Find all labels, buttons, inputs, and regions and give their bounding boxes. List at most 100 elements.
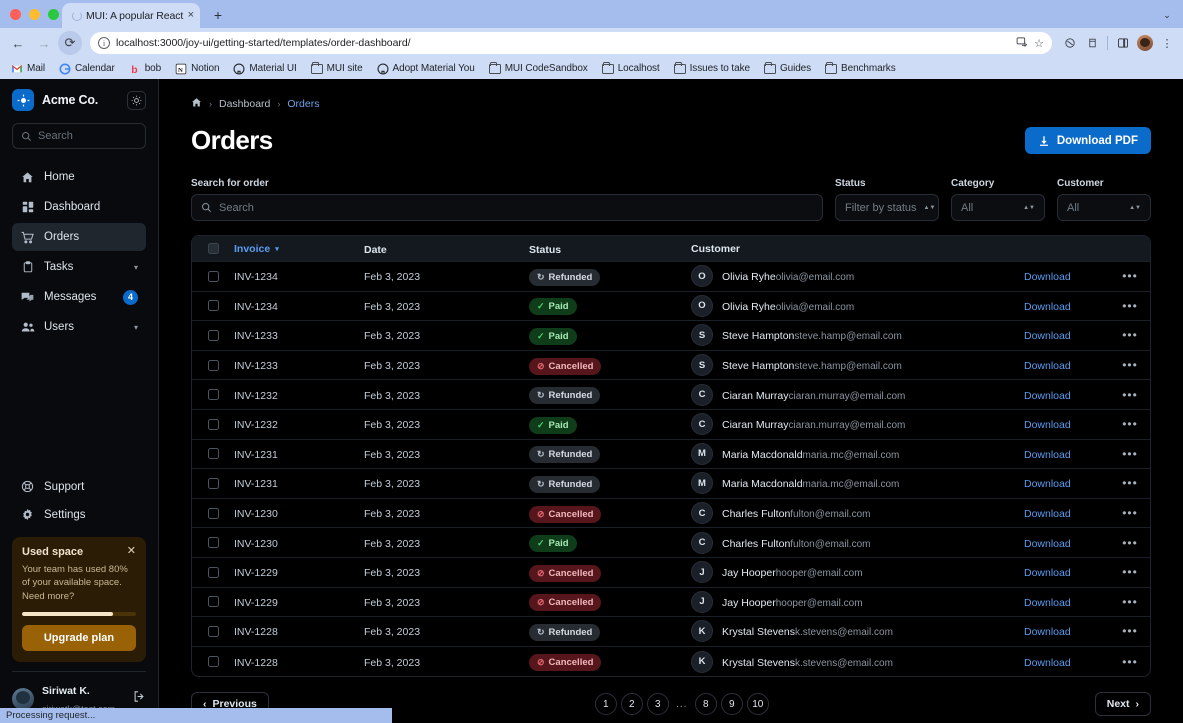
profile-avatar[interactable] (1135, 33, 1155, 53)
back-button[interactable]: ← (11, 35, 25, 51)
download-link[interactable]: Download (1024, 596, 1071, 609)
row-checkbox-cell[interactable] (192, 537, 234, 549)
bookmark-bob[interactable]: b bob (122, 63, 168, 75)
table-row[interactable]: INV-1232 Feb 3, 2023 ↻ Refunded C Ciaran Murr… (192, 380, 1150, 410)
row-checkbox-cell[interactable] (192, 418, 234, 430)
row-more-menu-icon[interactable]: ••• (1122, 594, 1138, 609)
sidebar-item-messages[interactable]: Messages 4 (12, 283, 146, 311)
row-checkbox[interactable] (207, 596, 219, 608)
download-link[interactable]: Download (1024, 330, 1071, 343)
category-filter-select[interactable]: All ▲▼ (951, 194, 1045, 221)
row-checkbox-cell[interactable] (192, 389, 234, 401)
column-header-customer[interactable]: Customer (691, 242, 741, 255)
upgrade-plan-button[interactable]: Upgrade plan (22, 625, 136, 651)
split-view-icon[interactable] (1113, 33, 1133, 53)
column-header-status[interactable]: Status (529, 243, 562, 256)
maximize-window-button[interactable] (48, 9, 59, 20)
table-row[interactable]: INV-1228 Feb 3, 2023 ⊘ Cancelled K Krystal St… (192, 647, 1150, 677)
row-more-menu-icon[interactable]: ••• (1122, 624, 1138, 639)
bookmark-material-ui[interactable]: Material UI (226, 62, 303, 75)
bookmark-notion[interactable]: N Notion (168, 63, 226, 75)
close-window-button[interactable] (10, 9, 21, 20)
row-checkbox-cell[interactable] (192, 359, 234, 371)
row-more-menu-icon[interactable]: ••• (1122, 506, 1138, 521)
table-row[interactable]: INV-1231 Feb 3, 2023 ↻ Refunded M Maria Macdo… (192, 469, 1150, 499)
row-checkbox[interactable] (207, 537, 219, 549)
sidebar-item-settings[interactable]: Settings (12, 501, 146, 529)
row-more-menu-icon[interactable]: ••• (1122, 358, 1138, 373)
row-checkbox[interactable] (207, 418, 219, 430)
bookmark-localhost[interactable]: Localhost (595, 61, 667, 74)
new-tab-button[interactable]: + (213, 7, 223, 23)
minimize-window-button[interactable] (29, 9, 40, 20)
table-row[interactable]: INV-1234 Feb 3, 2023 ✓ Paid O Olivia Ryheoliv… (192, 292, 1150, 322)
page-number-1[interactable]: 1 (594, 693, 617, 716)
row-more-menu-icon[interactable]: ••• (1122, 446, 1138, 461)
download-link[interactable]: Download (1024, 419, 1071, 432)
bookmark-mui-site[interactable]: MUI site (304, 61, 370, 74)
address-bar[interactable]: i localhost:3000/joy-ui/getting-started/… (90, 32, 1052, 54)
status-filter-select[interactable]: Filter by status ▲▼ (835, 194, 939, 221)
row-more-menu-icon[interactable]: ••• (1122, 565, 1138, 580)
download-link[interactable]: Download (1024, 478, 1071, 491)
column-header-invoice[interactable]: Invoice ▾ (234, 242, 279, 255)
window-controls[interactable] (10, 9, 59, 20)
row-checkbox[interactable] (207, 329, 219, 341)
table-row[interactable]: INV-1229 Feb 3, 2023 ⊘ Cancelled J Jay Hooper… (192, 558, 1150, 588)
table-row[interactable]: INV-1229 Feb 3, 2023 ⊘ Cancelled J Jay Hooper… (192, 588, 1150, 618)
sidebar-item-tasks[interactable]: Tasks ▾ (12, 253, 146, 281)
table-row[interactable]: INV-1230 Feb 3, 2023 ⊘ Cancelled C Charles Fu… (192, 499, 1150, 529)
chevron-down-icon[interactable]: ▾ (133, 322, 138, 332)
bookmark-star-icon[interactable]: ☆ (1034, 37, 1044, 50)
row-more-menu-icon[interactable]: ••• (1122, 269, 1138, 284)
install-app-icon[interactable] (1016, 36, 1028, 51)
sidebar-item-orders[interactable]: Orders (12, 223, 146, 251)
forward-button[interactable]: → (37, 35, 51, 51)
breadcrumb-home-icon[interactable] (191, 95, 202, 113)
breadcrumb-item-dashboard[interactable]: Dashboard (219, 98, 271, 110)
select-all-checkbox[interactable] (207, 243, 219, 254)
download-pdf-button[interactable]: Download PDF (1024, 127, 1151, 154)
bookmark-mail[interactable]: Mail (4, 63, 52, 75)
sidebar-item-home[interactable]: Home (12, 163, 146, 191)
row-checkbox[interactable] (207, 448, 219, 460)
shield-icon[interactable] (1060, 33, 1080, 53)
row-checkbox-cell[interactable] (192, 448, 234, 460)
page-number-2[interactable]: 2 (620, 693, 643, 716)
select-all-checkbox-cell[interactable] (192, 243, 234, 254)
page-number-3[interactable]: 3 (646, 693, 669, 716)
row-checkbox-cell[interactable] (192, 300, 234, 312)
row-checkbox-cell[interactable] (192, 270, 234, 282)
row-more-menu-icon[interactable]: ••• (1122, 298, 1138, 313)
page-number-9[interactable]: 9 (720, 693, 743, 716)
search-input[interactable]: Search (191, 194, 823, 221)
sidebar-item-dashboard[interactable]: Dashboard (12, 193, 146, 221)
row-checkbox[interactable] (207, 270, 219, 282)
table-row[interactable]: INV-1233 Feb 3, 2023 ✓ Paid S Steve Hamptonst… (192, 321, 1150, 351)
sidebar-item-users[interactable]: Users ▾ (12, 313, 146, 341)
tab-close-icon[interactable]: × (187, 9, 194, 21)
row-checkbox-cell[interactable] (192, 596, 234, 608)
table-row[interactable]: INV-1232 Feb 3, 2023 ✓ Paid C Ciaran Murrayci… (192, 410, 1150, 440)
row-checkbox[interactable] (207, 625, 219, 637)
row-checkbox[interactable] (207, 389, 219, 401)
browser-tab[interactable]: MUI: A popular React UI fram × (62, 3, 200, 28)
page-number-10[interactable]: 10 (746, 693, 769, 716)
row-checkbox[interactable] (207, 507, 219, 519)
download-link[interactable]: Download (1024, 656, 1071, 669)
site-info-icon[interactable]: i (98, 37, 110, 49)
bookmark-calendar[interactable]: Calendar (52, 62, 122, 75)
row-checkbox-cell[interactable] (192, 566, 234, 578)
row-checkbox-cell[interactable] (192, 329, 234, 341)
bookmark-adopt-material-you[interactable]: Adopt Material You (370, 62, 482, 75)
row-checkbox[interactable] (207, 656, 219, 668)
page-number-8[interactable]: 8 (694, 693, 717, 716)
logout-icon[interactable] (133, 690, 146, 708)
theme-toggle-button[interactable] (127, 90, 146, 110)
download-link[interactable]: Download (1024, 626, 1071, 639)
bookmark-issues-to-take[interactable]: Issues to take (667, 61, 757, 74)
table-row[interactable]: INV-1234 Feb 3, 2023 ↻ Refunded O Olivia Ryhe… (192, 262, 1150, 292)
table-row[interactable]: INV-1231 Feb 3, 2023 ↻ Refunded M Maria Macdo… (192, 440, 1150, 470)
bookmark-benchmarks[interactable]: Benchmarks (818, 61, 903, 74)
table-row[interactable]: INV-1230 Feb 3, 2023 ✓ Paid C Charles Fultonf… (192, 528, 1150, 558)
